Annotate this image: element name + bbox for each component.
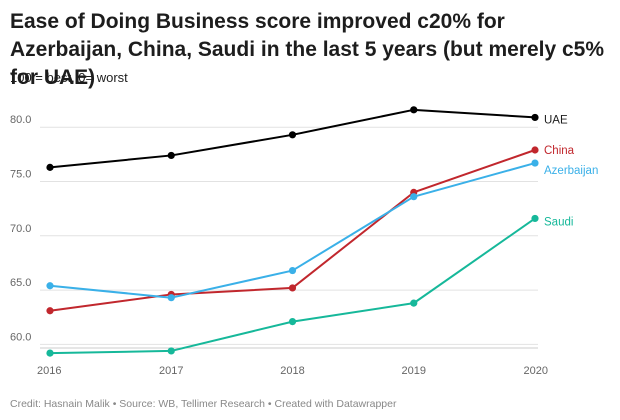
data-point [46, 163, 54, 171]
series-line [49, 108, 536, 169]
data-point [531, 113, 539, 122]
y-tick-label: 60.0 [10, 331, 31, 343]
x-tick-label: 2018 [280, 365, 304, 377]
data-point [531, 214, 539, 223]
data-point [167, 294, 175, 302]
data-point [410, 299, 418, 307]
chart-footer: Credit: Hasnain Malik • Source: WB, Tell… [10, 398, 397, 410]
y-tick-label: 80.0 [10, 114, 31, 126]
data-point [167, 151, 175, 160]
x-tick-label: 2017 [159, 365, 183, 377]
data-point [46, 349, 54, 357]
data-point [288, 266, 297, 275]
series-label: Azerbaijan [544, 165, 598, 177]
data-point [167, 347, 175, 355]
series-line [49, 162, 536, 299]
series-label: UAE [544, 114, 568, 126]
data-point [288, 284, 297, 292]
y-tick-label: 75.0 [10, 169, 31, 181]
data-point [410, 106, 418, 114]
y-tick-label: 70.0 [10, 223, 31, 235]
y-tick-label: 65.0 [10, 277, 31, 289]
x-tick-label: 2016 [37, 365, 61, 377]
x-tick-label: 2020 [524, 365, 548, 377]
chart-subtitle: 100 = best, 0= worst [10, 70, 128, 85]
data-point [288, 131, 297, 139]
x-tick-label: 2019 [402, 365, 426, 377]
series-label: China [544, 145, 575, 157]
chart-title: Ease of Doing Business score improved c2… [10, 10, 605, 89]
series-label: Saudi [544, 216, 573, 228]
data-point [46, 282, 54, 290]
data-point [531, 146, 539, 154]
data-point [46, 307, 54, 315]
data-point [531, 159, 539, 167]
data-point [410, 193, 418, 201]
data-point [288, 317, 297, 326]
